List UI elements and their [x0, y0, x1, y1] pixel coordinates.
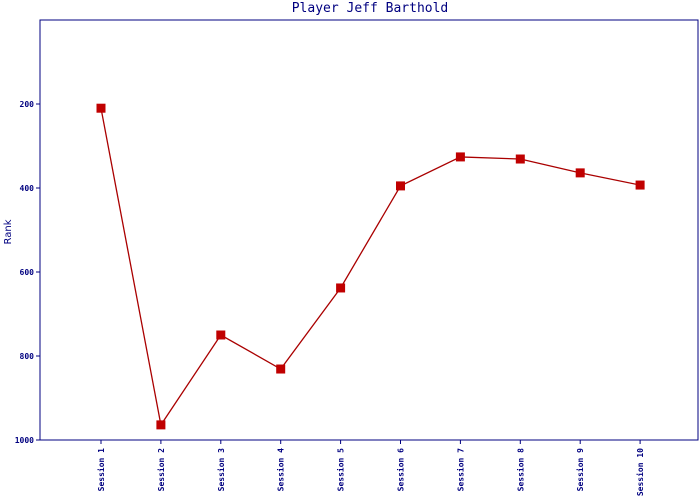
point-marker	[396, 181, 405, 191]
x-tick-label: Session 2	[156, 448, 166, 492]
plot-frame	[39, 19, 699, 441]
y-tick-label: 400	[20, 184, 35, 193]
point-marker	[336, 283, 346, 293]
x-tick-label: Session 7	[455, 448, 465, 492]
x-tick-label: Session 6	[396, 448, 406, 492]
y-axis-label: Rank	[3, 219, 14, 244]
x-tick-label: Session 10	[635, 448, 645, 496]
point-marker	[635, 180, 645, 190]
x-tick-label: Session 4	[276, 448, 286, 492]
x-tick-label: Session 8	[515, 448, 525, 492]
y-tick-label: 800	[20, 352, 35, 361]
point-marker	[156, 420, 166, 430]
x-tick-label: Session 5	[336, 448, 346, 492]
point-marker	[216, 330, 226, 340]
y-tick-label: 600	[20, 268, 35, 277]
series-line	[100, 108, 641, 427]
x-tick-label: Session 1	[96, 448, 106, 492]
x-tick-label: Session 9	[575, 448, 585, 492]
point-marker	[515, 154, 525, 164]
x-tick-label: Session 3	[216, 448, 226, 492]
y-tick-label: 200	[20, 100, 35, 109]
point-marker	[276, 364, 286, 374]
y-tick-label: 1000	[15, 436, 34, 445]
point-marker	[455, 152, 465, 162]
chart-title: Player Jeff Barthold	[292, 1, 449, 16]
point-marker	[96, 103, 106, 113]
point-marker	[575, 168, 585, 178]
